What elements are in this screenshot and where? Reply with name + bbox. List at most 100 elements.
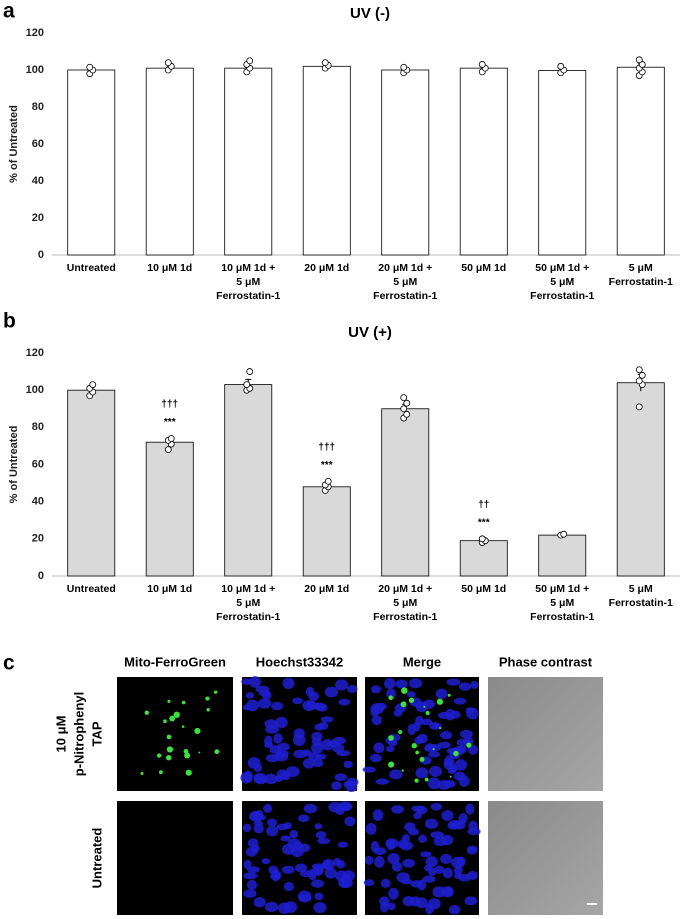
row-label: p-Nitrophenyl [71, 692, 86, 777]
nucleus [364, 855, 374, 865]
nucleus [404, 822, 416, 832]
x-tick-label: Untreated [67, 583, 116, 595]
y-tick-label: 60 [32, 138, 44, 150]
nucleus [395, 679, 408, 689]
nucleus [456, 856, 466, 867]
column-header: Mito-FerroGreen [124, 654, 226, 669]
nucleus [314, 823, 323, 830]
nucleus [302, 700, 316, 711]
data-point [164, 59, 172, 66]
green-signal [414, 778, 419, 783]
scale-bar [587, 903, 597, 905]
nucleus [458, 813, 468, 824]
nucleus [440, 853, 452, 865]
chart-title: UV (+) [348, 324, 392, 341]
data-point [478, 61, 486, 68]
nucleus [249, 676, 261, 688]
nucleus [393, 709, 403, 717]
nucleus [315, 831, 327, 839]
nucleus [437, 779, 451, 791]
y-tick-label: 120 [26, 347, 44, 359]
micrograph [488, 677, 603, 791]
data-point [638, 61, 646, 68]
significance-mark: *** [164, 417, 176, 428]
green-signal [439, 726, 442, 730]
nucleus [415, 767, 429, 779]
x-tick-label: 5 μM [236, 276, 260, 288]
data-point [557, 62, 565, 70]
nucleus [440, 730, 453, 740]
nucleus [343, 760, 353, 769]
bar [616, 382, 665, 577]
green-signal [181, 700, 186, 705]
green-signal [194, 727, 201, 735]
green-signal [205, 696, 210, 701]
nucleus [391, 861, 403, 872]
green-signal [388, 695, 394, 701]
nucleus [435, 688, 448, 699]
micrograph [488, 801, 603, 915]
nucleus [429, 721, 440, 730]
nucleus [347, 685, 358, 693]
nucleus [370, 685, 382, 694]
green-signal [169, 715, 176, 722]
x-tick-label: 20 μM 1d + [378, 262, 432, 274]
nucleus [311, 879, 325, 888]
nucleus [442, 867, 453, 879]
x-tick-label: 5 μM [550, 276, 574, 288]
nucleus [285, 766, 300, 778]
nucleus [247, 757, 261, 769]
panel-label: c [3, 652, 15, 675]
x-tick-label: 50 μM 1d [461, 262, 506, 274]
nucleus [373, 847, 387, 855]
nucleus [363, 879, 375, 887]
nucleus [362, 766, 376, 773]
bar [145, 67, 194, 256]
green-signal [166, 746, 173, 753]
column-header: Merge [403, 654, 441, 669]
nucleus [317, 838, 331, 845]
significance-mark: *** [321, 460, 333, 471]
nucleus [263, 803, 273, 813]
x-tick-label: Ferrostatin-1 [609, 597, 673, 609]
x-tick-label: 5 μM [629, 583, 653, 595]
nucleus [314, 723, 325, 731]
nucleus [250, 810, 259, 821]
x-tick-label: 50 μM 1d + [535, 262, 589, 274]
row-label: Untreated [89, 828, 104, 889]
bar [459, 67, 508, 256]
nucleus [283, 881, 295, 892]
y-tick-label: 0 [38, 570, 44, 582]
nucleus [430, 802, 443, 811]
nucleus [412, 722, 421, 732]
nucleus [383, 678, 396, 689]
bar [67, 389, 116, 577]
bar [538, 70, 587, 256]
nucleus [302, 758, 316, 769]
nucleus [406, 691, 416, 698]
nucleus [437, 711, 452, 719]
nucleus [280, 835, 291, 842]
nucleus [458, 682, 472, 691]
nucleus [423, 699, 435, 709]
nucleus [449, 710, 461, 719]
y-axis-label: % of Untreated [8, 105, 20, 183]
nucleus [425, 903, 434, 915]
nucleus [372, 809, 384, 822]
nucleus [467, 744, 479, 755]
green-signal [436, 698, 444, 705]
nucleus [425, 856, 438, 868]
nucleus [446, 678, 461, 686]
bar [381, 69, 430, 256]
nucleus [274, 775, 283, 783]
nucleus [453, 697, 467, 705]
significance-mark: ††† [161, 399, 178, 410]
column-header: Hoechst33342 [256, 654, 343, 669]
green-signal [400, 701, 407, 708]
green-signal [411, 743, 417, 749]
nucleus [276, 823, 289, 831]
nucleus [333, 857, 342, 867]
nucleus [337, 841, 349, 848]
nucleus [274, 752, 289, 762]
green-signal [183, 748, 189, 754]
